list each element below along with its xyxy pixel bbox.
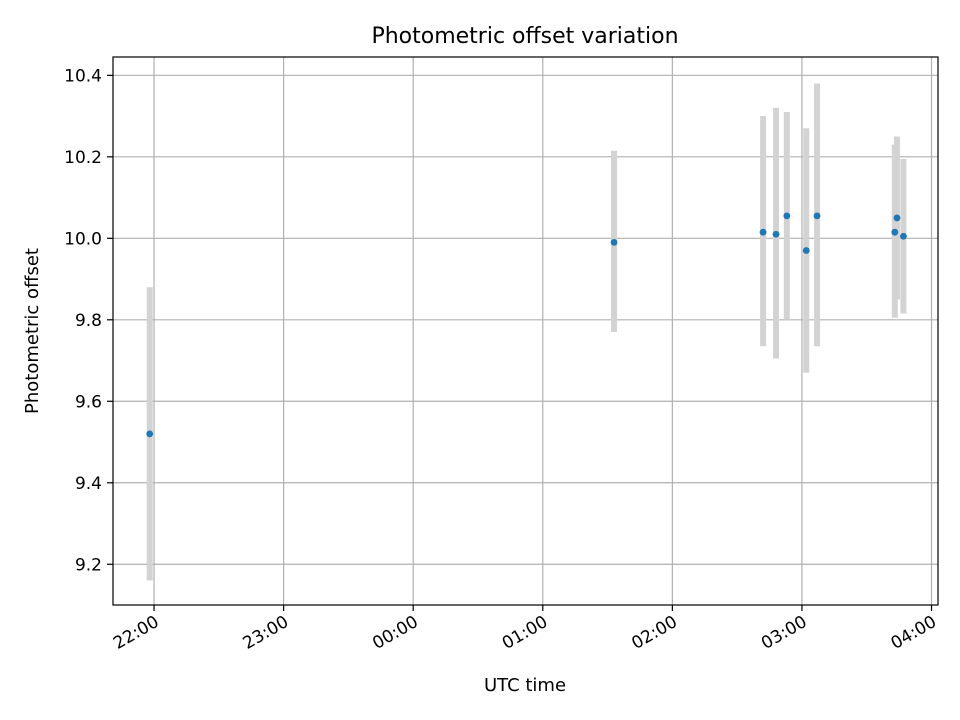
data-point [891,228,899,236]
plot-area [112,56,939,606]
y-axis-label: Photometric offset [22,248,43,414]
chart-title: Photometric offset variation [371,24,678,49]
data-point [893,214,901,222]
data-point [802,247,810,254]
grid [113,57,938,605]
y-tick-label: 9.8 [75,311,102,331]
data-point [772,230,780,238]
y-tick-label: 10.4 [64,66,102,86]
y-tick-label: 10.0 [64,229,102,249]
data-point [783,212,791,220]
plot-frame [112,56,939,606]
x-axis-label: UTC time [484,675,566,696]
data-point [813,212,821,220]
data-point [610,238,618,246]
y-tick-label: 9.2 [75,555,102,575]
data-point [759,228,767,236]
data-points [146,212,907,438]
plot-background [113,57,938,605]
y-tick-label: 9.4 [75,474,102,494]
y-axis: 9.2 9.4 9.6 9.8 10.0 10.2 10.4 [64,66,113,575]
data-point [900,232,907,240]
data-point [146,430,154,438]
y-tick-label: 10.2 [64,148,102,168]
y-tick-label: 9.6 [75,392,102,412]
